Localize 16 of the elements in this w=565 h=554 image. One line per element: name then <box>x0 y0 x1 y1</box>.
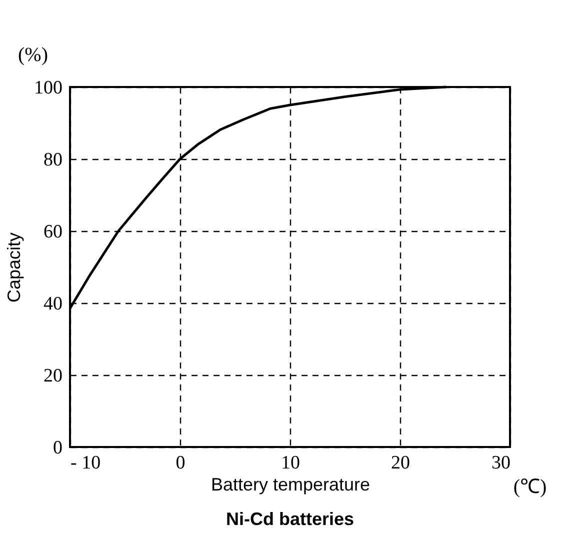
text: Ni-Cd batteries <box>226 509 354 529</box>
x-tick-label: 10 <box>281 452 300 474</box>
text: (℃) <box>513 476 547 498</box>
x-tick-label: 30 <box>492 452 510 474</box>
x-tick-label: 20 <box>391 452 410 474</box>
x-axis-title: Battery temperature <box>210 474 370 494</box>
y-tick-label: 20 <box>44 366 62 386</box>
x-tick-label: 0 <box>176 452 186 474</box>
y-tick-label: 60 <box>44 222 62 242</box>
y-tick-label: 100 <box>34 78 62 98</box>
x-tick-label: - 10 <box>70 452 101 474</box>
y-tick-label: 0 <box>53 438 62 458</box>
y-tick-label: 80 <box>44 150 62 170</box>
text: (%) <box>18 44 48 66</box>
y-tick-label: 40 <box>44 294 62 314</box>
y-axis-title: Capacity <box>4 232 24 303</box>
